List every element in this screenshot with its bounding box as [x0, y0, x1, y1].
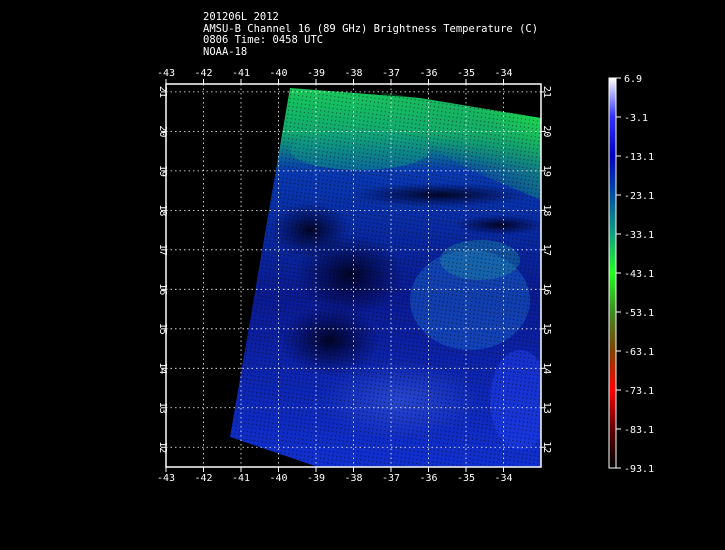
lat-tick-label-right: 18 [541, 204, 552, 216]
colorbar-label: -63.1 [624, 347, 654, 358]
lat-tick-label-left: 13 [157, 402, 168, 414]
lat-tick-label-left: 14 [157, 362, 168, 374]
lon-tick-label-bottom: -34 [494, 473, 512, 484]
lon-tick-label-bottom: -35 [457, 473, 475, 484]
lon-tick-label-top: -38 [344, 68, 362, 79]
lat-lon-grid [166, 84, 541, 467]
colorbar-label: -43.1 [624, 269, 654, 280]
colorbar-label: -13.1 [624, 152, 654, 163]
colorbar-label: -93.1 [624, 464, 654, 475]
title-line-1: 201206L 2012 [203, 11, 279, 23]
swath-layer [230, 88, 541, 467]
title-line-4: NOAA-18 [203, 45, 248, 58]
lat-tick-label-right: 21 [541, 86, 552, 98]
lon-tick-label-bottom: -41 [232, 473, 250, 484]
lat-tick-label-left: 12 [157, 441, 168, 453]
lon-tick-label-bottom: -40 [269, 473, 287, 484]
lon-tick-label-top: -35 [457, 68, 475, 79]
lat-tick-label-right: 13 [541, 402, 552, 414]
lon-tick-label-top: -40 [269, 68, 287, 79]
lon-tick-label-bottom: -42 [194, 473, 212, 484]
lon-tick-label-top: -39 [307, 68, 325, 79]
lon-tick-label-bottom: -43 [157, 473, 175, 484]
lat-tick-label-right: 17 [541, 244, 552, 256]
lon-tick-label-top: -42 [194, 68, 212, 79]
colorbar-label: -53.1 [624, 308, 654, 319]
colorbar-label: -73.1 [624, 386, 654, 397]
colorbar-label: -23.1 [624, 191, 654, 202]
lon-tick-label-bottom: -37 [382, 473, 400, 484]
chart-title: 201206L 2012 AMSU-B Channel 16 (89 GHz) … [203, 11, 539, 58]
lat-tick-label-left: 18 [157, 204, 168, 216]
colorbar: 6.9 -3.1 -13.1 -23.1 -33.1 -43.1 -53.1 -63.1 -73… [608, 74, 654, 475]
lon-tick-label-bottom: -39 [307, 473, 325, 484]
lon-tick-label-top: -36 [419, 68, 437, 79]
lon-tick-label-top: -41 [232, 68, 250, 79]
lat-tick-label-right: 16 [541, 283, 552, 295]
lat-tick-label-right: 12 [541, 441, 552, 453]
lon-tick-label-bottom: -36 [419, 473, 437, 484]
lat-tick-label-left: 19 [157, 165, 168, 177]
lon-tick-label-top: -43 [157, 68, 175, 79]
plot-border [165, 83, 542, 468]
lat-tick-label-right: 14 [541, 362, 552, 374]
axis-ticks: -43 -43 -42 -42 -41 -41 -40 -40 -39 -39 -38 -38 -37 -… [157, 68, 552, 484]
title-line-2: AMSU-B Channel 16 (89 GHz) Brightness Te… [203, 22, 539, 35]
colorbar-label: -83.1 [624, 425, 654, 436]
colorbar-label: -33.1 [624, 230, 654, 241]
lon-tick-label-top: -37 [382, 68, 400, 79]
lat-tick-label-left: 17 [157, 244, 168, 256]
lat-tick-label-left: 21 [157, 86, 168, 98]
lat-tick-label-left: 16 [157, 283, 168, 295]
lat-tick-label-left: 15 [157, 323, 168, 335]
colorbar-label: -3.1 [624, 113, 648, 124]
lat-tick-label-right: 20 [541, 125, 552, 137]
lat-tick-label-right: 15 [541, 323, 552, 335]
lat-tick-label-left: 20 [157, 125, 168, 137]
title-line-3: 0806 Time: 0458 UTC [203, 34, 324, 46]
lon-tick-label-top: -34 [494, 68, 512, 79]
colorbar-label: 6.9 [624, 74, 642, 85]
lon-tick-label-bottom: -38 [344, 473, 362, 484]
lat-tick-label-right: 19 [541, 165, 552, 177]
